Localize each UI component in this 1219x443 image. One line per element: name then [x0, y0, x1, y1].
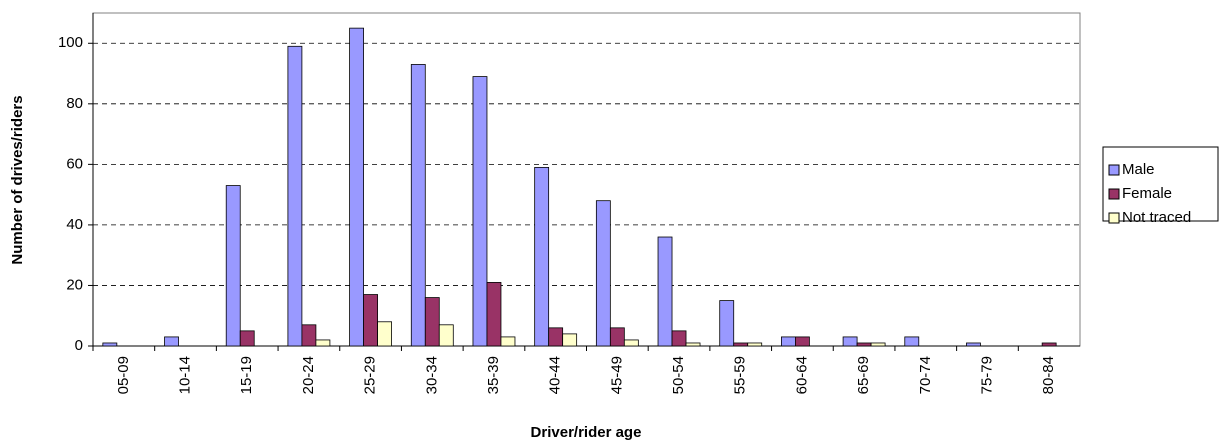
x-tick-label: 50-54: [670, 356, 687, 394]
bar: [870, 342, 886, 347]
bar: [225, 185, 241, 347]
x-tick-label: 45-49: [608, 356, 625, 394]
x-tick-label: 80-84: [1040, 356, 1057, 394]
bar: [657, 236, 673, 347]
legend-box: [1102, 146, 1219, 222]
y-axis-title: Number of drives/riders: [9, 95, 26, 264]
bar: [410, 64, 426, 347]
bar: [164, 336, 179, 347]
bar: [795, 336, 810, 347]
bar: [747, 342, 763, 347]
x-tick-label: 20-24: [300, 356, 317, 394]
bar: [486, 282, 502, 347]
x-tick-label: 15-19: [238, 356, 255, 394]
bar: [904, 336, 920, 347]
x-tick-label: 10-14: [177, 356, 194, 394]
legend-swatch: [1108, 188, 1120, 200]
x-axis-title: Driver/rider age: [531, 424, 642, 441]
x-tick-label: 55-59: [732, 356, 749, 394]
legend-swatch: [1108, 164, 1120, 176]
y-tick-label: 80: [66, 95, 83, 112]
plot-area: [92, 12, 1081, 347]
bar: [239, 330, 255, 347]
legend-label: Male: [1122, 161, 1155, 178]
bar: [781, 336, 796, 347]
x-tick-label: 60-64: [793, 356, 810, 394]
bar: [609, 327, 625, 347]
bar: [733, 342, 749, 347]
x-tick-label: 30-34: [423, 356, 440, 394]
bar: [377, 321, 392, 347]
bar: [315, 339, 331, 347]
legend-label: Not traced: [1122, 209, 1191, 226]
bar: [856, 342, 872, 347]
bar: [562, 333, 578, 347]
bar: [595, 200, 611, 347]
y-tick-label: 100: [58, 34, 83, 51]
bar: [1041, 342, 1057, 347]
y-tick-label: 20: [66, 276, 83, 293]
bar: [671, 330, 687, 347]
bar: [424, 297, 440, 347]
x-tick-label: 65-69: [855, 356, 872, 394]
bar: [438, 324, 454, 347]
bar: [719, 300, 735, 347]
bar: [623, 339, 639, 347]
bar: [301, 324, 317, 347]
bar: [472, 76, 488, 347]
bar: [349, 27, 364, 347]
bar: [685, 342, 701, 347]
bar: [500, 336, 516, 347]
bar: [363, 294, 378, 347]
bar: [102, 342, 118, 347]
legend-swatch: [1108, 212, 1120, 224]
bar: [966, 342, 981, 347]
bar: [534, 166, 550, 347]
y-tick-label: 40: [66, 216, 83, 233]
y-tick-label: 60: [66, 155, 83, 172]
y-tick-label: 0: [75, 337, 83, 354]
x-tick-label: 25-29: [362, 356, 379, 394]
bar: [548, 327, 564, 347]
x-tick-label: 40-44: [547, 356, 564, 394]
x-tick-label: 35-39: [485, 356, 502, 394]
x-tick-label: 75-79: [978, 356, 995, 394]
bar: [287, 45, 303, 347]
legend-label: Female: [1122, 185, 1172, 202]
x-tick-label: 05-09: [115, 356, 132, 394]
bar: [842, 336, 858, 347]
x-tick-label: 70-74: [917, 356, 934, 394]
